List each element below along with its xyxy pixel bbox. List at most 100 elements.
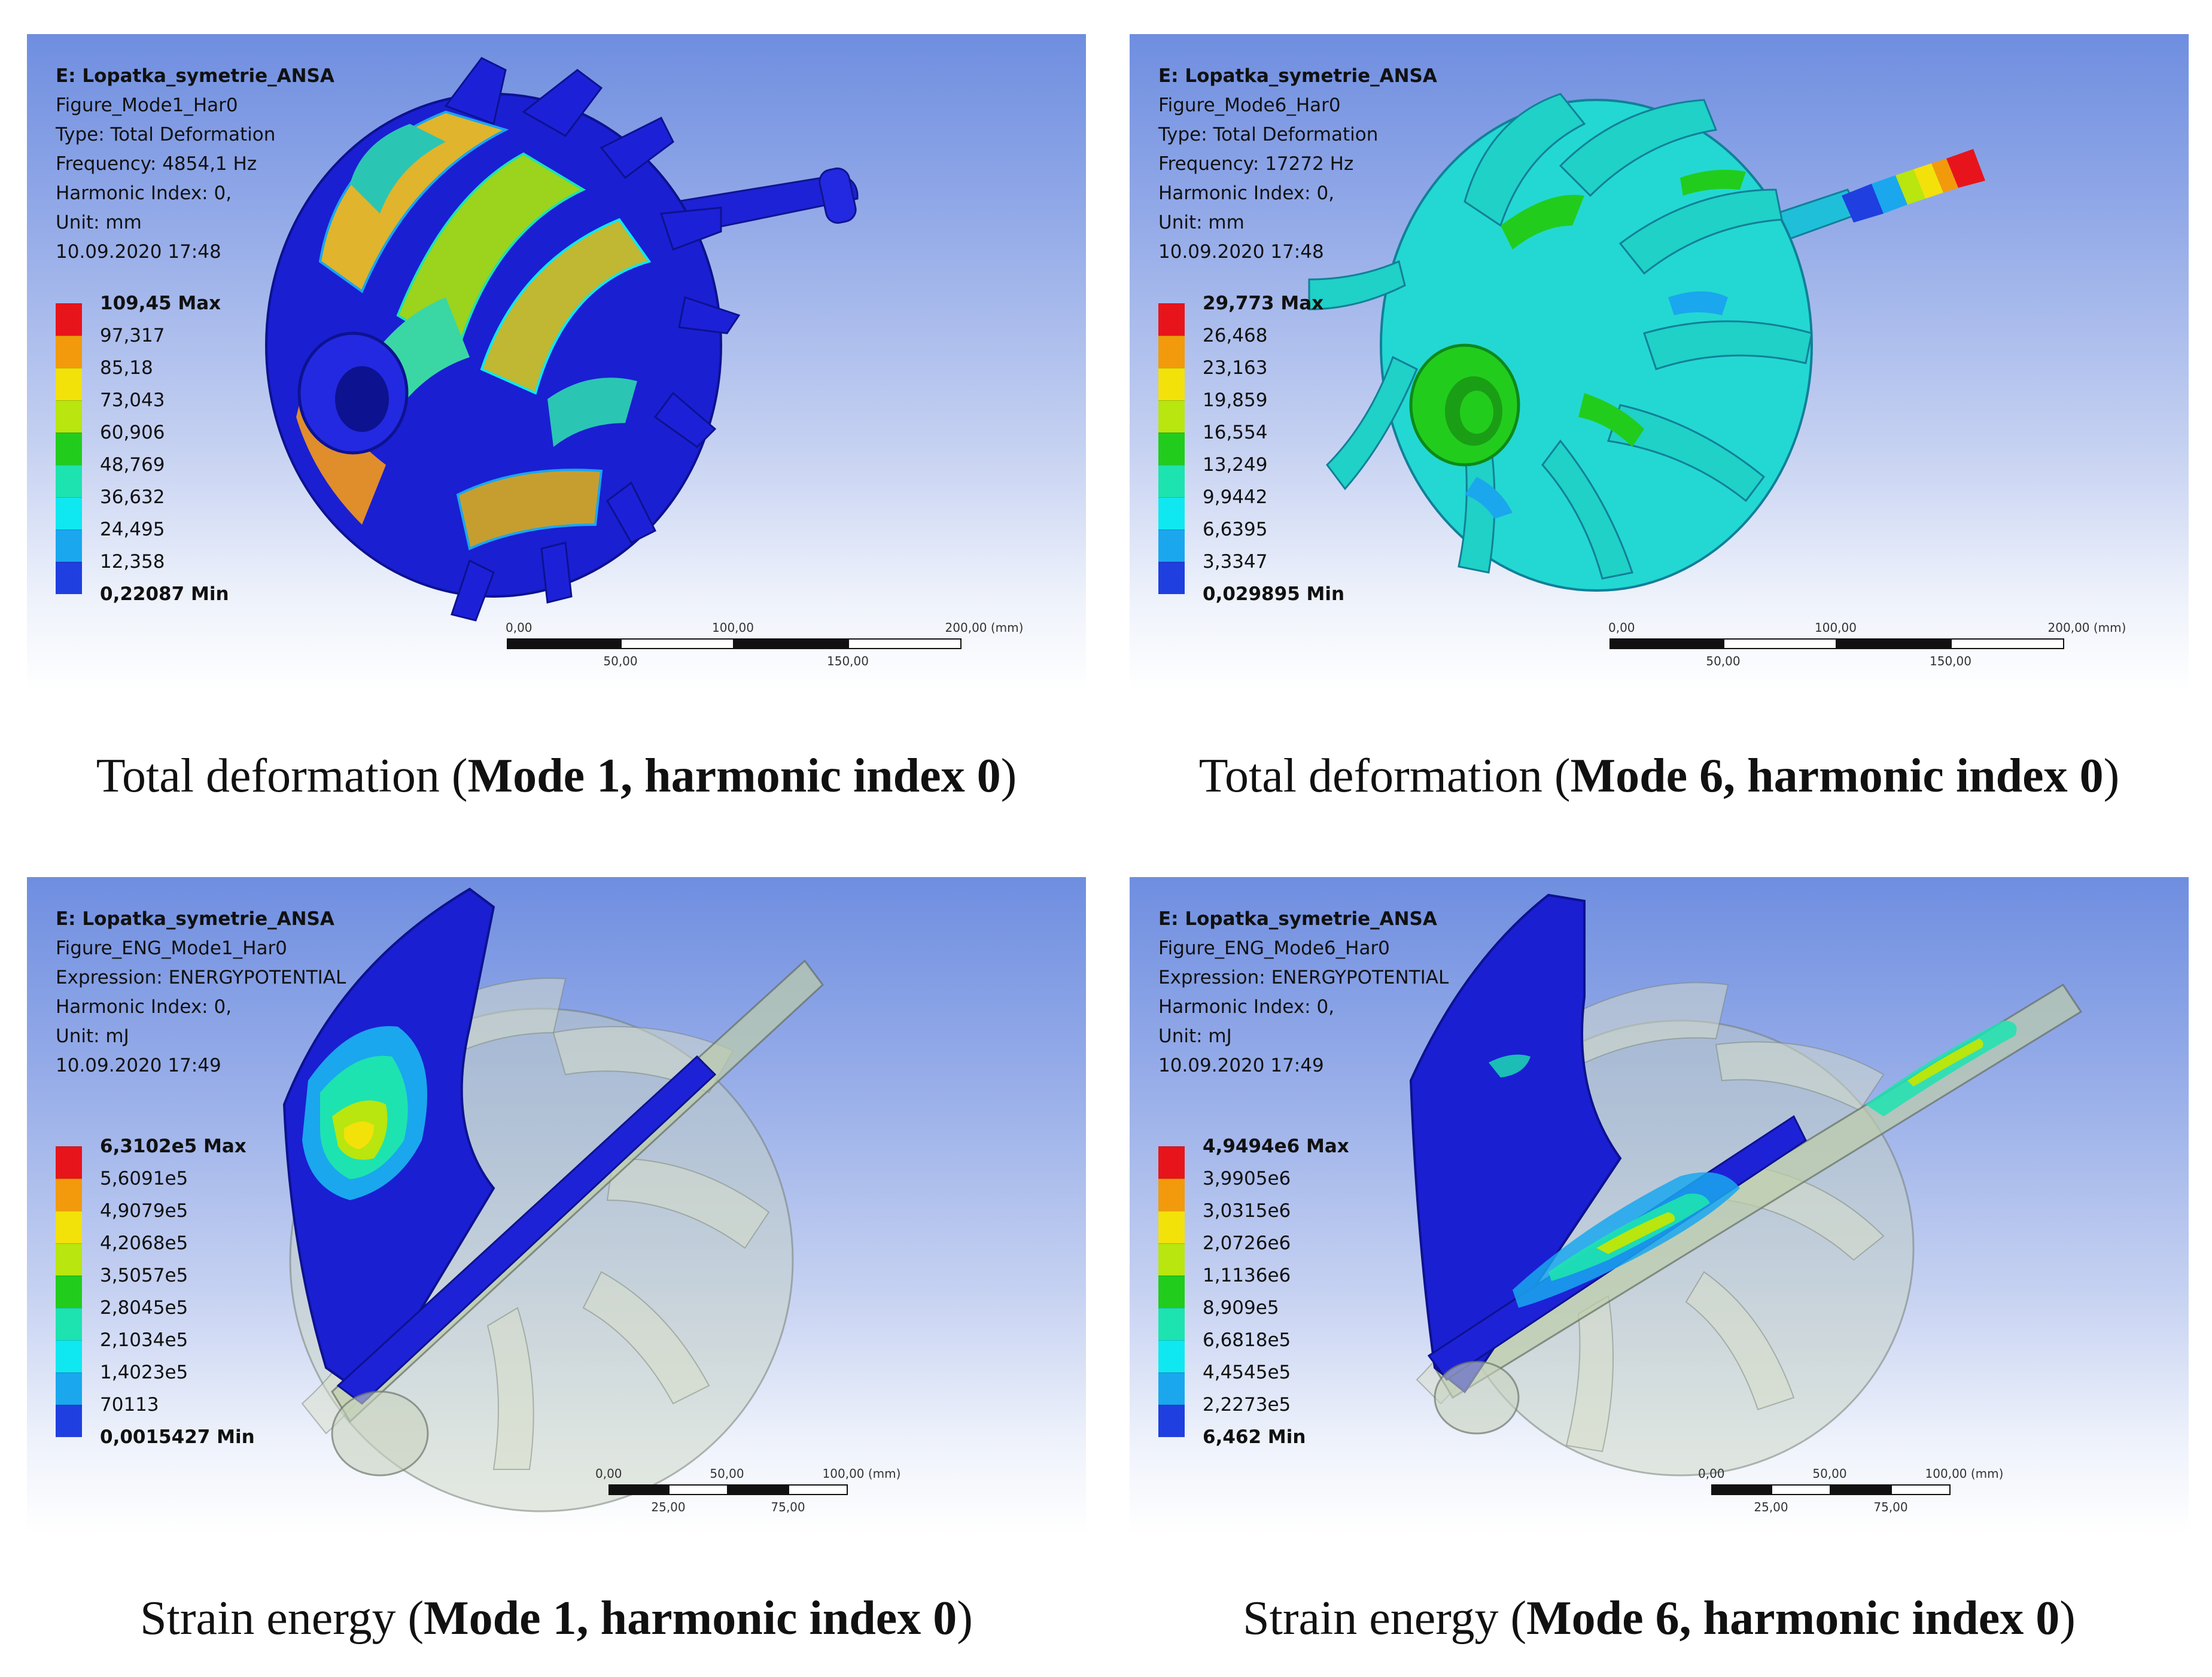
legend-min-label: 0,029895 Min (1203, 583, 1345, 605)
legend-min-label: 0,0015427 Min (100, 1426, 255, 1448)
legend-label: 60,906 (100, 422, 165, 443)
info-line: Expression: ENERGYPOTENTIAL (1158, 967, 1449, 988)
scale-segment (1609, 638, 1723, 649)
info-line: Figure_ENG_Mode1_Har0 (56, 938, 287, 959)
legend-swatch (56, 1179, 82, 1211)
scale-tick-label: 200,00 (mm) (2047, 620, 2126, 635)
legend-swatch (56, 1372, 82, 1405)
legend-swatch (56, 497, 82, 529)
scale-segment (1891, 1484, 1951, 1495)
legend-swatch (56, 529, 82, 562)
info-line: Unit: mm (56, 212, 142, 233)
legend-label: 1,1136e6 (1203, 1265, 1291, 1286)
caption-suffix: ) (957, 1592, 973, 1645)
result-info-block: E: Lopatka_symetrie_ANSA Figure_Mode1_Ha… (56, 62, 334, 267)
result-title: E: Lopatka_symetrie_ANSA (56, 65, 334, 87)
legend-swatch (1158, 1405, 1185, 1437)
scale-tick-label: 25,00 (651, 1500, 686, 1514)
scale-tick-label: 75,00 (771, 1500, 805, 1514)
figure-caption: Strain energy (Mode 1, harmonic index 0) (27, 1591, 1086, 1646)
scale-segment (1837, 638, 1951, 649)
legend-label: 6,6818e5 (1203, 1329, 1291, 1351)
scale-bar: 0,00 50,00 100,00 (mm) 25,00 75,00 (595, 1466, 1086, 1534)
legend-swatch (56, 1405, 82, 1437)
legend-swatch (1158, 1340, 1185, 1372)
info-line: 10.09.2020 17:48 (56, 241, 221, 263)
caption-suffix: ) (2059, 1592, 2076, 1645)
legend-swatch (1158, 1308, 1185, 1340)
result-title: E: Lopatka_symetrie_ANSA (56, 908, 334, 930)
legend-color-bar (1158, 1146, 1185, 1437)
legend-max-label: 29,773 Max (1203, 293, 1324, 314)
scale-tick-label: 100,00 (mm) (1925, 1466, 2004, 1481)
legend-swatch (1158, 400, 1185, 433)
legend-swatch (56, 336, 82, 368)
caption-suffix: ) (2103, 750, 2120, 802)
legend-swatch (56, 400, 82, 433)
scale-segment (668, 1484, 728, 1495)
caption-prefix: Total deformation ( (96, 750, 468, 802)
legend-swatch (56, 465, 82, 497)
info-line: Harmonic Index: 0, (56, 996, 232, 1018)
scale-tick-label: 150,00 (827, 654, 869, 668)
legend-swatch (56, 1340, 82, 1372)
legend-swatch (1158, 497, 1185, 529)
legend-label: 3,0315e6 (1203, 1200, 1291, 1222)
legend-swatch (56, 303, 82, 336)
result-info-block: E: Lopatka_symetrie_ANSA Figure_ENG_Mode… (1158, 905, 1449, 1081)
impeller-model-render (1409, 893, 2083, 1477)
scale-bar: 0,00 100,00 200,00 (mm) 50,00 150,00 (506, 620, 1044, 691)
scale-segment (620, 638, 734, 649)
scale-tick-label: 50,00 (1812, 1466, 1847, 1481)
info-line: Figure_Mode6_Har0 (1158, 95, 1341, 116)
scale-tick-label: 200,00 (mm) (945, 620, 1024, 635)
legend-max-label: 6,3102e5 Max (100, 1136, 247, 1157)
panel-mode6-total-deformation: E: Lopatka_symetrie_ANSA Figure_Mode6_Ha… (1130, 34, 2189, 691)
scale-tick-label: 0,00 (1608, 620, 1635, 635)
legend-color-bar (1158, 303, 1185, 594)
scale-segment (1951, 638, 2064, 649)
info-line: Unit: mJ (56, 1025, 129, 1047)
scale-tick-label: 100,00 (mm) (822, 1466, 901, 1481)
info-line: Harmonic Index: 0, (1158, 182, 1335, 204)
legend-min-label: 6,462 Min (1203, 1426, 1306, 1448)
legend-label: 3,3347 (1203, 551, 1268, 573)
panel-mode1-strain-energy: E: Lopatka_symetrie_ANSA Figure_ENG_Mode… (27, 877, 1086, 1534)
legend-swatch (56, 1146, 82, 1179)
legend-label: 4,2068e5 (100, 1232, 188, 1254)
scale-segment (507, 638, 620, 649)
color-legend: 109,45 Max 97,317 85,18 73,043 60,906 48,769 3… (56, 293, 391, 638)
legend-label: 2,2273e5 (1203, 1394, 1291, 1416)
legend-swatch (1158, 368, 1185, 400)
caption-prefix: Strain energy ( (1243, 1592, 1527, 1645)
info-line: 10.09.2020 17:48 (1158, 241, 1324, 263)
legend-color-bar (56, 1146, 82, 1437)
caption-bold: Mode 1, harmonic index 0 (424, 1592, 957, 1645)
info-line: Figure_Mode1_Har0 (56, 95, 238, 116)
result-title: E: Lopatka_symetrie_ANSA (1158, 65, 1437, 87)
legend-label: 1,4023e5 (100, 1362, 188, 1383)
legend-label: 26,468 (1203, 325, 1268, 346)
legend-swatch (1158, 1372, 1185, 1405)
legend-label: 73,043 (100, 389, 165, 411)
legend-label: 12,358 (100, 551, 165, 573)
info-line: Frequency: 17272 Hz (1158, 153, 1354, 175)
caption-bold: Mode 6, harmonic index 0 (1570, 750, 2104, 802)
scale-segment (1723, 638, 1837, 649)
scale-segment (1831, 1484, 1891, 1495)
scale-tick-label: 100,00 (1815, 620, 1857, 635)
color-legend: 4,9494e6 Max 3,9905e6 3,0315e6 2,0726e6 1,11… (1158, 1136, 1493, 1481)
legend-swatch (1158, 465, 1185, 497)
legend-swatch (1158, 562, 1185, 594)
legend-label: 70113 (100, 1394, 159, 1416)
legend-label: 48,769 (100, 454, 165, 476)
legend-swatch (1158, 529, 1185, 562)
info-line: Expression: ENERGYPOTENTIAL (56, 967, 346, 988)
scale-segment (788, 1484, 848, 1495)
legend-swatch (56, 433, 82, 465)
result-title: E: Lopatka_symetrie_ANSA (1158, 908, 1437, 930)
legend-swatch (1158, 1211, 1185, 1243)
color-legend: 6,3102e5 Max 5,6091e5 4,9079e5 4,2068e5 3,50… (56, 1136, 391, 1481)
legend-label: 85,18 (100, 357, 153, 379)
legend-label: 2,8045e5 (100, 1297, 188, 1319)
